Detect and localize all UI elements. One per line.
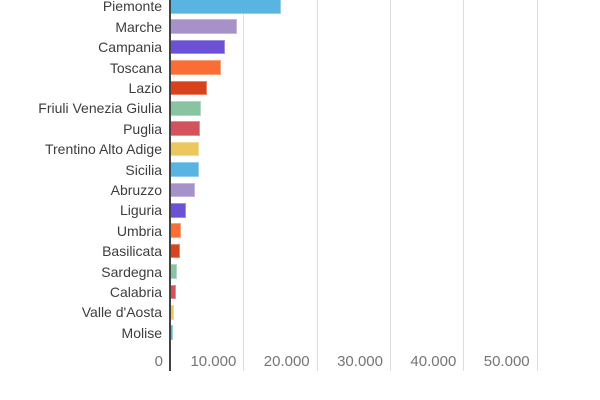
category-label: Toscana — [109, 59, 162, 76]
bar[interactable] — [170, 19, 238, 34]
x-tick-label: 30.000 — [337, 353, 383, 370]
category-label: Piemonte — [102, 0, 162, 15]
x-tick-label: 50.000 — [483, 353, 530, 370]
x-tick-label: 40.000 — [410, 353, 457, 370]
category-label: Abruzzo — [110, 181, 162, 198]
bar[interactable] — [170, 305, 174, 320]
category-label: Marche — [115, 18, 162, 35]
bar[interactable] — [170, 203, 186, 218]
bar[interactable] — [170, 182, 196, 198]
category-label: Campania — [98, 39, 162, 56]
category-label: Basilicata — [102, 243, 162, 260]
bar[interactable] — [170, 60, 222, 75]
bar[interactable] — [170, 141, 200, 157]
category-label: Calabria — [109, 283, 162, 300]
bar[interactable] — [170, 0, 282, 14]
bar[interactable] — [170, 101, 201, 116]
bar[interactable] — [170, 121, 201, 136]
category-label: Sicilia — [125, 161, 162, 178]
bar[interactable] — [170, 223, 181, 238]
bar[interactable] — [170, 80, 208, 96]
bar[interactable] — [170, 284, 177, 300]
bar[interactable] — [170, 325, 174, 340]
category-label: Puglia — [123, 120, 162, 137]
category-label: Molise — [121, 324, 162, 341]
gridline — [463, 0, 464, 371]
category-label: Umbria — [116, 222, 162, 239]
x-tick-label: 20.000 — [263, 353, 310, 370]
category-label: Lazio — [128, 79, 162, 96]
category-label: Friuli Venezia Giulia — [38, 100, 162, 117]
gridline — [390, 0, 391, 371]
x-axis-zero-line — [169, 0, 171, 371]
gridline — [537, 0, 538, 371]
category-label: Trentino Alto Adige — [44, 141, 162, 158]
bar[interactable] — [170, 264, 177, 279]
category-label: Valle d'Aosta — [81, 304, 162, 321]
x-tick-label: 0 — [154, 353, 163, 370]
bar[interactable] — [170, 243, 180, 259]
category-label: Sardegna — [101, 263, 162, 280]
gridline — [317, 0, 318, 371]
category-label: Liguria — [119, 202, 162, 219]
x-tick-label: 10.000 — [190, 353, 237, 370]
bar[interactable] — [170, 39, 225, 55]
bar[interactable] — [170, 162, 199, 177]
gridline — [243, 0, 244, 371]
